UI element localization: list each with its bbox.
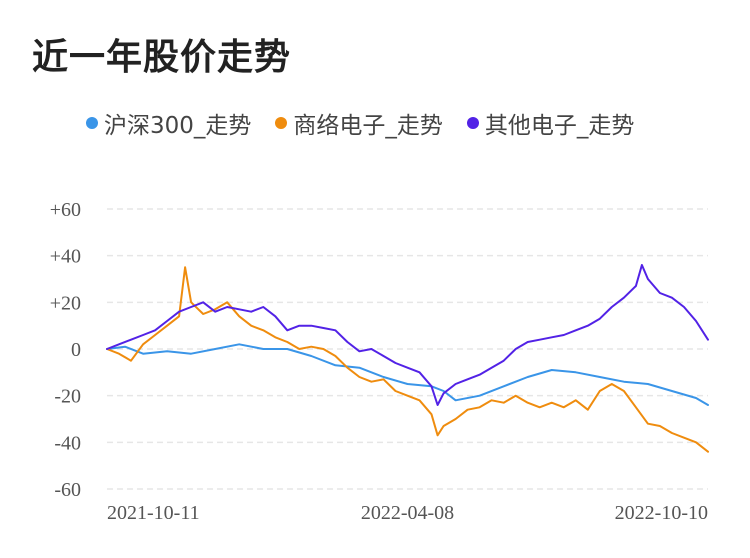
y-tick-label: +40 [50,246,81,268]
x-tick-label: 2022-10-10 [615,502,708,524]
series-line-2 [106,264,709,406]
y-tick-label: -60 [54,479,81,501]
y-tick-label: 0 [71,339,81,361]
series-line-1 [106,266,709,453]
x-tick-label: 2022-04-08 [361,502,454,524]
legend-dot-qita-icon [466,117,479,129]
y-tick-label: -20 [54,386,81,408]
legend-item-qita[interactable]: 其他电子_走势 [466,106,635,140]
legend-label-csi300: 沪深300_走势 [104,113,252,139]
legend: 沪深300_走势 商络电子_走势 其他电子_走势 [86,106,634,140]
legend-dot-csi300-icon [86,117,98,129]
legend-item-csi300[interactable]: 沪深300_走势 [86,106,251,140]
legend-dot-shangluo-icon [275,117,288,129]
y-tick-label: -40 [54,432,81,454]
legend-item-shangluo[interactable]: 商络电子_走势 [275,106,443,140]
chart-title: 近一年股价走势 [32,37,292,78]
series-line-0 [106,343,709,406]
legend-label-shangluo: 商络电子_走势 [293,113,443,139]
y-tick-label: +20 [50,292,81,314]
legend-label-qita: 其他电子_走势 [484,113,635,139]
y-tick-label: +60 [50,199,81,221]
x-tick-label: 2021-10-11 [107,502,200,524]
